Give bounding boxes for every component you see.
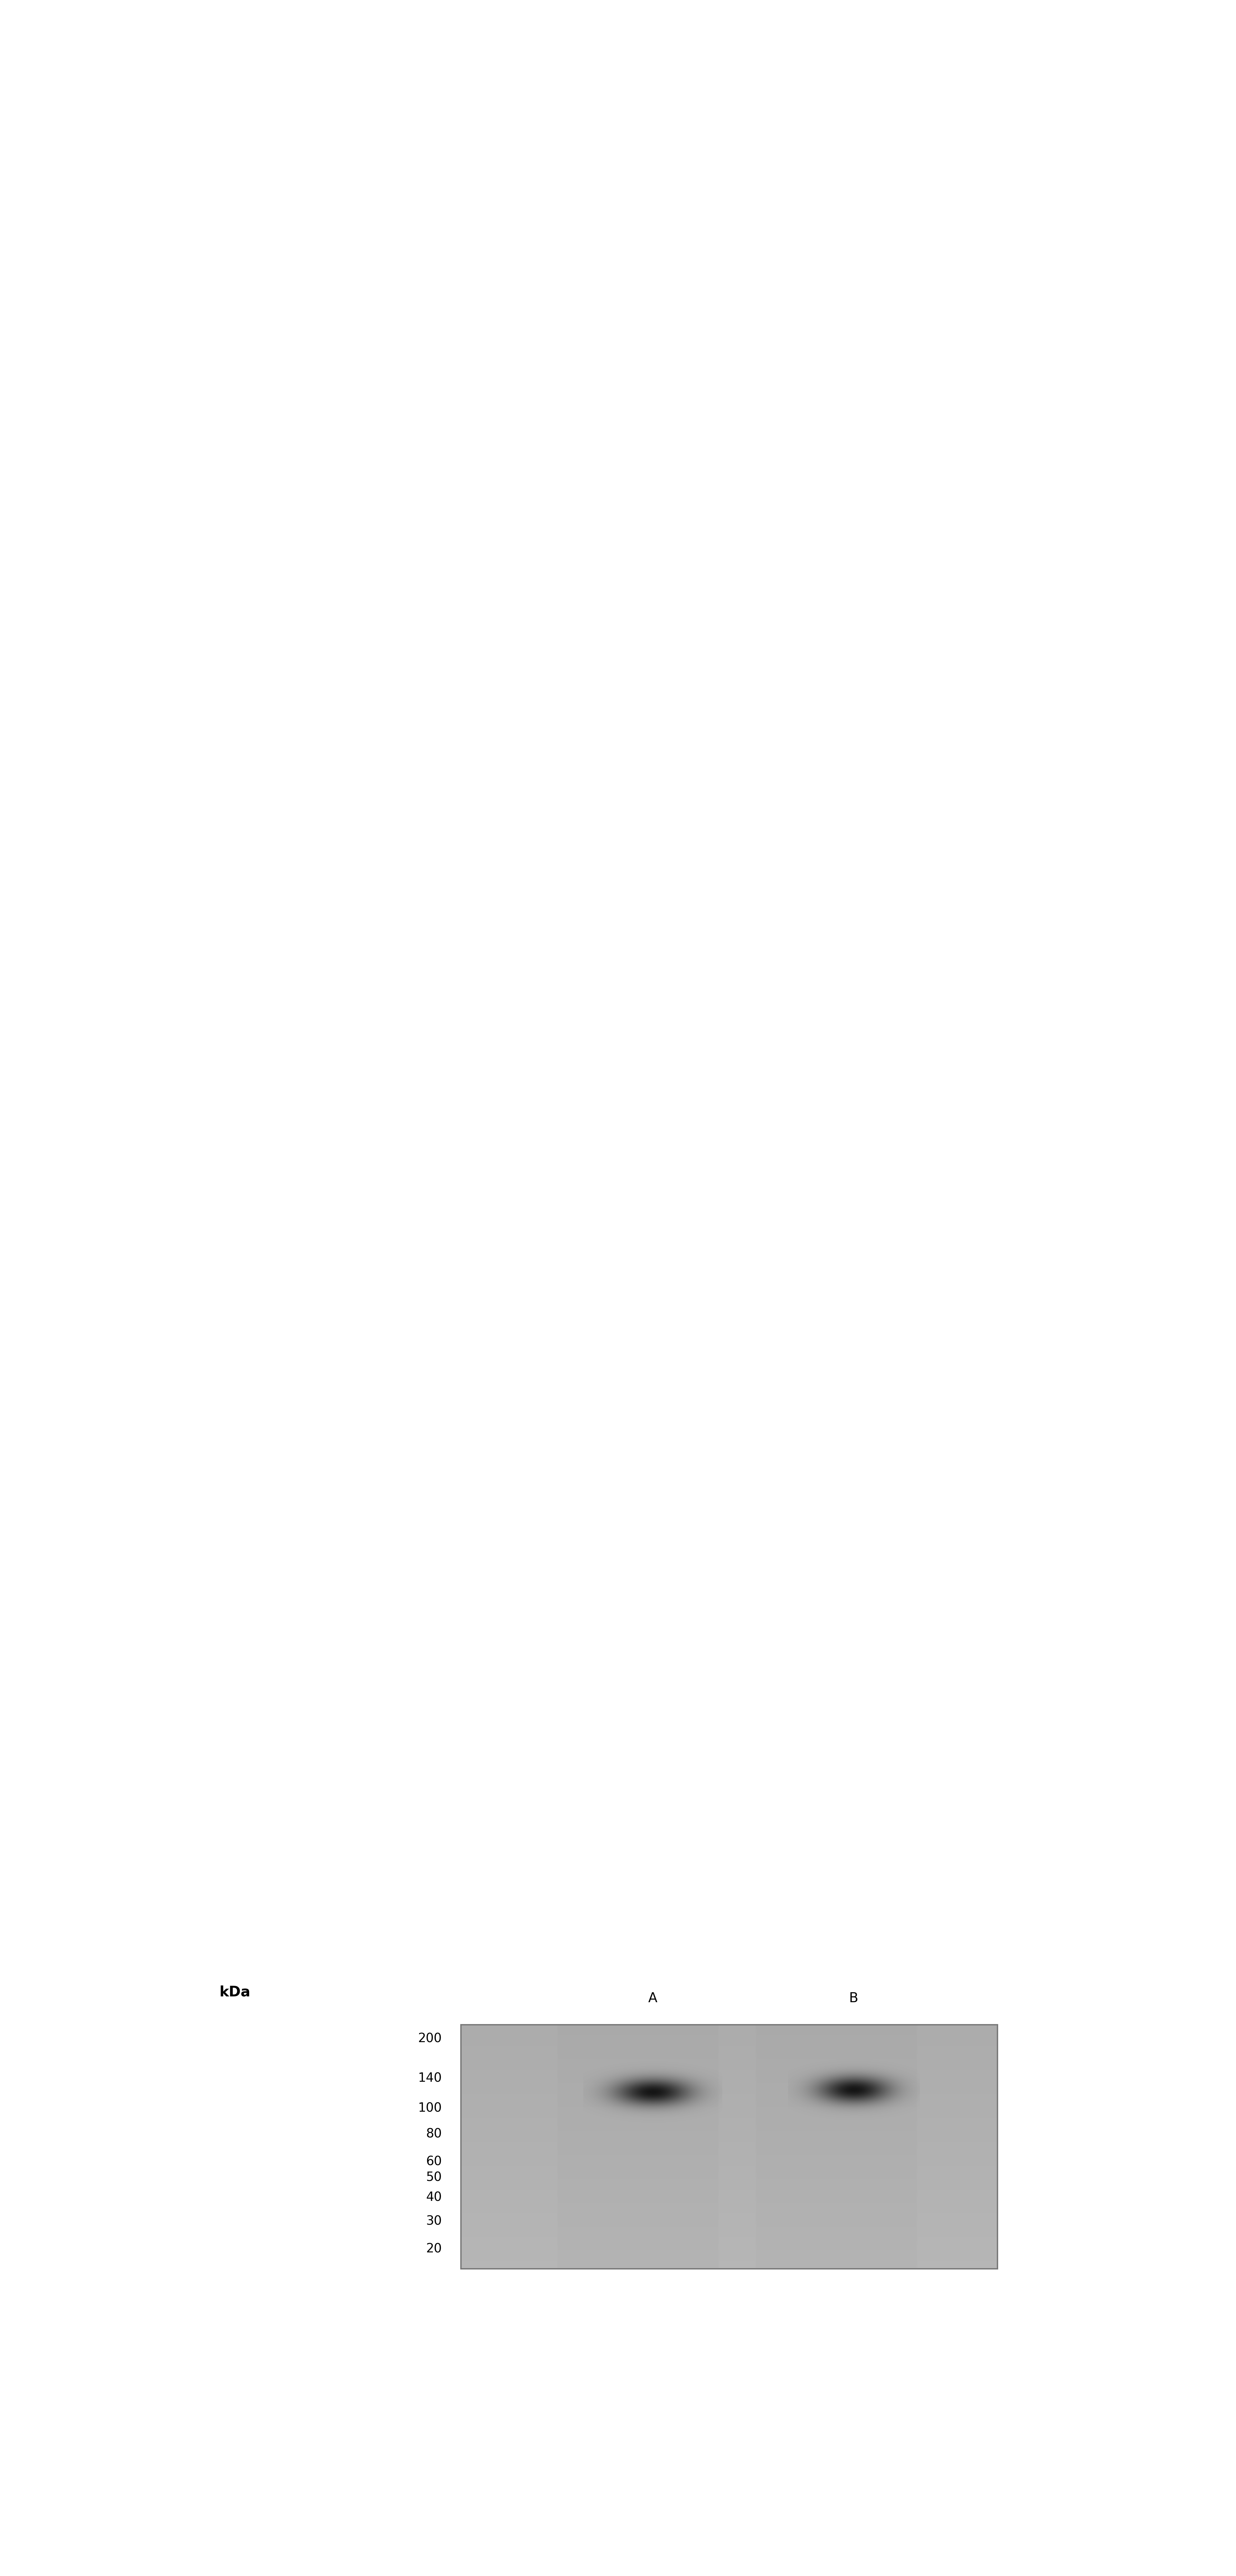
Text: 60: 60 bbox=[426, 2156, 442, 2169]
Text: A: A bbox=[648, 1991, 658, 2004]
Text: 80: 80 bbox=[426, 2128, 442, 2141]
Text: 20: 20 bbox=[426, 2244, 442, 2254]
Text: 40: 40 bbox=[426, 2192, 442, 2202]
Text: 200: 200 bbox=[418, 2032, 442, 2045]
Text: 140: 140 bbox=[418, 2071, 442, 2084]
Text: 30: 30 bbox=[426, 2215, 442, 2228]
Text: 50: 50 bbox=[426, 2172, 442, 2184]
Text: kDa: kDa bbox=[219, 1986, 250, 1999]
Text: 100: 100 bbox=[418, 2102, 442, 2115]
Text: B: B bbox=[849, 1991, 858, 2004]
